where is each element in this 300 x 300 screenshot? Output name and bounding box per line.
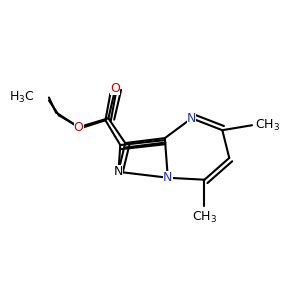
Text: O: O bbox=[74, 121, 84, 134]
Text: O: O bbox=[110, 82, 120, 95]
Text: N: N bbox=[114, 165, 123, 178]
Text: N: N bbox=[163, 171, 172, 184]
Text: CH$_3$: CH$_3$ bbox=[192, 209, 217, 224]
Text: H$_3$C: H$_3$C bbox=[8, 90, 34, 105]
Text: N: N bbox=[187, 112, 196, 125]
Text: CH$_3$: CH$_3$ bbox=[255, 118, 280, 133]
